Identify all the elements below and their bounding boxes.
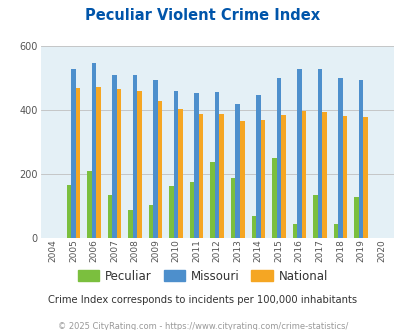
Bar [128,210,132,238]
Bar [230,178,235,238]
Bar [260,119,264,238]
Bar [256,95,260,238]
Bar [219,114,224,238]
Bar [75,88,80,238]
Bar [235,104,239,238]
Bar [107,195,112,238]
Bar [301,111,305,238]
Bar [132,75,137,238]
Bar [194,93,198,238]
Bar [158,101,162,238]
Bar [137,91,141,238]
Bar [280,115,285,238]
Bar [117,89,121,238]
Bar [251,216,256,238]
Bar [112,75,117,238]
Bar [337,78,342,238]
Legend: Peculiar, Missouri, National: Peculiar, Missouri, National [73,265,332,287]
Text: Crime Index corresponds to incidents per 100,000 inhabitants: Crime Index corresponds to incidents per… [48,295,357,305]
Text: Peculiar Violent Crime Index: Peculiar Violent Crime Index [85,8,320,23]
Bar [353,197,358,238]
Bar [321,112,326,238]
Bar [317,69,321,238]
Text: © 2025 CityRating.com - https://www.cityrating.com/crime-statistics/: © 2025 CityRating.com - https://www.city… [58,322,347,330]
Bar [296,69,301,238]
Bar [178,109,183,238]
Bar [239,121,244,238]
Bar [214,92,219,238]
Bar [358,80,362,238]
Bar [71,69,75,238]
Bar [292,224,296,238]
Bar [149,205,153,238]
Bar [210,162,214,238]
Bar [66,185,71,238]
Bar [312,195,317,238]
Bar [333,224,337,238]
Bar [92,63,96,238]
Bar [173,91,178,238]
Bar [198,114,203,238]
Bar [169,185,173,238]
Bar [276,78,280,238]
Bar [153,80,158,238]
Bar [190,182,194,238]
Bar [271,158,276,238]
Bar [362,117,367,238]
Bar [96,87,100,238]
Bar [342,116,346,238]
Bar [87,171,92,238]
